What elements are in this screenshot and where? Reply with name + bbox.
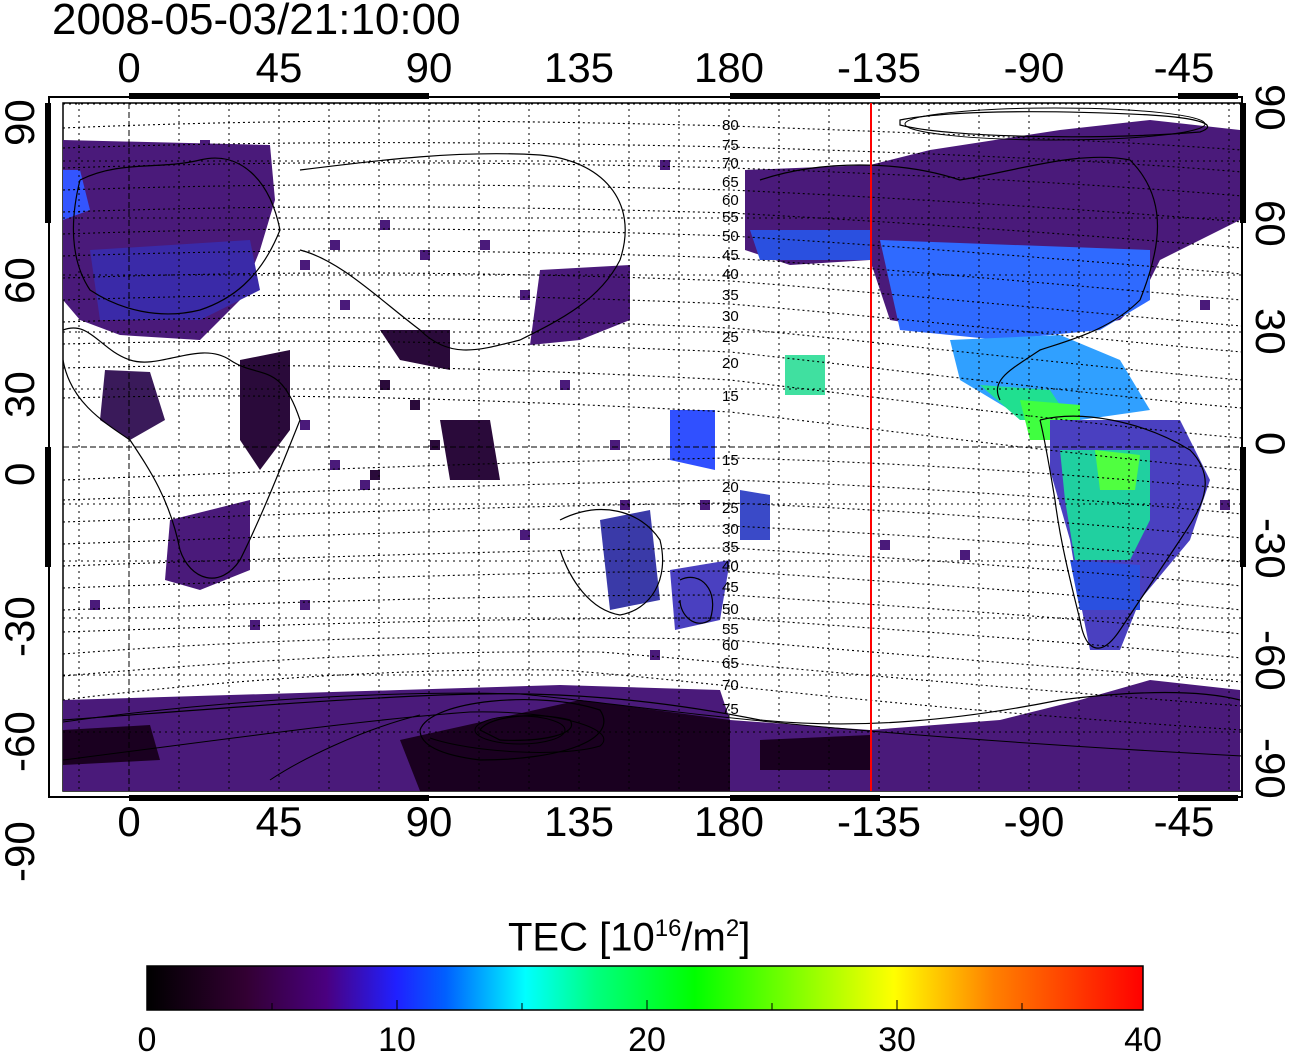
lon-tick-top: -45 <box>1153 44 1215 91</box>
colorbar <box>146 965 1144 1011</box>
contour-label: 30 <box>722 521 739 538</box>
tec-region-australia <box>600 510 660 610</box>
lon-tick-bottom: -135 <box>836 798 922 845</box>
lon-tick-bottom: 135 <box>543 798 615 845</box>
lon-tick-bottom: 90 <box>405 798 453 845</box>
tec-region-india <box>380 330 450 370</box>
lon-tick-bottom: 180 <box>693 798 765 845</box>
lat-tick-right: -30 <box>1247 518 1292 579</box>
contour-label: 15 <box>722 388 739 405</box>
colorbar-title-exp1: 16 <box>654 915 682 942</box>
colorbar-tick-label: 0 <box>137 1021 157 1059</box>
colorbar-tick-label: 10 <box>378 1021 416 1059</box>
lat-tick-right: 60 <box>1247 200 1292 247</box>
contour-label: 55 <box>722 209 739 226</box>
lon-tick-top: 180 <box>693 44 765 91</box>
lon-tick-top: 135 <box>543 44 615 91</box>
contour-label: 75 <box>722 137 739 154</box>
contour-label: 20 <box>722 355 739 372</box>
tec-region-pacific-green <box>785 355 825 395</box>
colorbar-tick-label: 30 <box>878 1021 916 1059</box>
timestamp-title: 2008-05-03/21:10:00 <box>52 0 461 44</box>
colorbar-tick-label: 40 <box>1124 1021 1162 1059</box>
contour-label: 75 <box>722 701 739 718</box>
contour-label: 25 <box>722 329 739 346</box>
tec-region-usa-blue <box>880 240 1150 340</box>
lat-tick-right: -90 <box>1247 738 1292 799</box>
lat-tick-left: 60 <box>0 257 43 304</box>
lat-tick-left: 90 <box>0 99 43 146</box>
grid-lines <box>63 103 1242 791</box>
contour-label: 65 <box>722 655 739 672</box>
contour-label: 25 <box>722 500 739 517</box>
coastlines <box>63 111 1241 761</box>
lat-tick-left: -60 <box>0 711 43 772</box>
lat-tick-left: -30 <box>0 596 43 657</box>
lat-tick-right: 30 <box>1247 308 1292 355</box>
lon-tick-bottom: 0 <box>117 798 141 845</box>
magnetic-contours-solid <box>63 107 1242 781</box>
magnetic-contours <box>63 120 1242 731</box>
lon-tick-top: 90 <box>405 44 453 91</box>
lat-tick-left: 30 <box>0 371 43 418</box>
contour-label: 40 <box>722 266 739 283</box>
contour-label: 15 <box>722 452 739 469</box>
colorbar-ticks <box>271 1000 1023 1010</box>
tec-region-south-africa <box>165 500 250 590</box>
lon-tick-bottom: 45 <box>255 798 303 845</box>
colorbar-tick-label: 20 <box>628 1021 666 1059</box>
contour-label: 70 <box>722 677 739 694</box>
lat-tick-right: -60 <box>1247 630 1292 691</box>
colorbar-title-prefix: TEC [10 <box>508 915 655 960</box>
contour-label: 55 <box>722 621 739 638</box>
colorbar-title-exp2: 2 <box>725 915 740 942</box>
lon-tick-top: -90 <box>1003 44 1065 91</box>
contour-label: 20 <box>722 479 739 496</box>
colorbar-title: TEC [1016/m2] <box>508 905 750 961</box>
lat-tick-right: 0 <box>1247 432 1292 456</box>
contour-label: 35 <box>722 539 739 556</box>
tec-scatter <box>90 140 1230 660</box>
tec-region-europe-blue <box>90 240 260 320</box>
tec-data-layer <box>63 120 1240 791</box>
contour-label: 30 <box>722 308 739 325</box>
lon-tick-top: 45 <box>255 44 303 91</box>
axis-markers <box>45 93 1246 801</box>
lon-tick-top: -135 <box>836 44 922 91</box>
contour-label: 45 <box>722 247 739 264</box>
colorbar-title-suffix: ] <box>739 915 751 960</box>
contour-label: 80 <box>722 117 739 134</box>
lon-tick-bottom: -90 <box>1003 798 1065 845</box>
contour-label: 50 <box>722 228 739 245</box>
contour-label: 45 <box>722 579 739 596</box>
colorbar-title-mid: /m <box>681 915 726 960</box>
contour-label: 60 <box>722 637 739 654</box>
lat-tick-right: 90 <box>1247 84 1292 131</box>
lon-tick-bottom: -45 <box>1153 798 1215 845</box>
lat-tick-left: -90 <box>0 821 43 882</box>
contour-label: 65 <box>722 174 739 191</box>
contour-label: 70 <box>722 155 739 172</box>
contour-labels: 8075706560555045403530252015152025303540… <box>722 117 739 718</box>
contour-label: 50 <box>722 601 739 618</box>
contour-label: 40 <box>722 558 739 575</box>
lat-tick-left: 0 <box>0 462 43 486</box>
contour-label: 35 <box>722 287 739 304</box>
lon-tick-top: 0 <box>117 44 141 91</box>
contour-label: 60 <box>722 192 739 209</box>
